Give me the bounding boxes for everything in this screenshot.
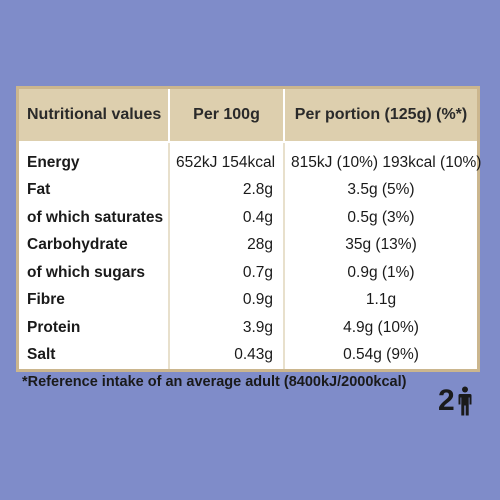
- person-icon: [458, 386, 472, 416]
- value-per-100g: 0.9g: [169, 286, 285, 314]
- nutrient-name: Fat: [19, 176, 170, 204]
- table-row: Fibre 0.9g 1.1g: [19, 286, 477, 314]
- table-row: Protein 3.9g 4.9g (10%): [19, 314, 477, 342]
- value-per-portion: 1.1g: [365, 291, 397, 309]
- value-per-portion: 815kJ (10%) 193kcal (10%): [291, 153, 482, 171]
- table-row: of which sugars 0.7g 0.9g (1%): [19, 259, 477, 287]
- value-per-portion: 4.9g (10%): [343, 318, 419, 336]
- value-per-portion: 0.54g (9%): [343, 346, 419, 364]
- value-per-100g: 3.9g: [169, 314, 285, 342]
- nutrient-name: of which saturates: [19, 204, 170, 232]
- nutrient-name: of which sugars: [19, 259, 170, 287]
- header-per-100g: Per 100g: [169, 89, 285, 143]
- value-per-100g: 0.7g: [169, 259, 285, 287]
- header-nutritional-values: Nutritional values: [19, 89, 170, 143]
- nutrition-card: Nutritional values Per 100g Per portion …: [16, 86, 482, 372]
- value-per-100g: 28g: [169, 231, 285, 259]
- table-row: Energy 652kJ 154kcal 815kJ (10%) 193kcal…: [19, 142, 482, 177]
- servings-count: 2: [438, 384, 455, 417]
- nutrient-name: Protein: [19, 314, 170, 342]
- value-per-portion: 35g (13%): [345, 236, 417, 254]
- header-per-portion: Per portion (125g) (%*): [284, 89, 477, 143]
- reference-intake-footnote: *Reference intake of an average adult (8…: [22, 374, 407, 390]
- nutrient-name: Fibre: [19, 286, 170, 314]
- nutrient-name: Salt: [19, 341, 170, 369]
- value-per-100g: 2.8g: [169, 176, 285, 204]
- value-per-100g: 0.4g: [169, 204, 285, 232]
- table-header-row: Nutritional values Per 100g Per portion …: [19, 89, 477, 143]
- value-per-100g: 0.43g: [169, 341, 285, 369]
- nutrition-table: Nutritional values Per 100g Per portion …: [19, 89, 482, 369]
- value-per-portion: 0.9g (1%): [347, 263, 415, 281]
- value-per-portion: 3.5g (5%): [347, 181, 415, 199]
- table-row: Carbohydrate 28g 35g (13%): [19, 231, 477, 259]
- value-per-portion: 0.5g (3%): [347, 208, 415, 226]
- table-row: Fat 2.8g 3.5g (5%): [19, 176, 477, 204]
- table-row: of which saturates 0.4g 0.5g (3%): [19, 204, 477, 232]
- table-row: Salt 0.43g 0.54g (9%): [19, 341, 477, 369]
- nutrient-name: Energy: [19, 142, 170, 177]
- value-per-100g: 652kJ 154kcal: [169, 142, 285, 177]
- nutrient-name: Carbohydrate: [19, 231, 170, 259]
- servings-indicator: 2: [438, 386, 473, 416]
